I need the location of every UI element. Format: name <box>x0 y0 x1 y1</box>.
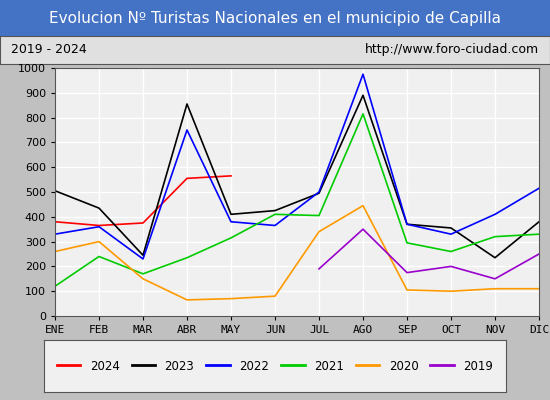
Text: http://www.foro-ciudad.com: http://www.foro-ciudad.com <box>365 44 539 56</box>
Legend: 2024, 2023, 2022, 2021, 2020, 2019: 2024, 2023, 2022, 2021, 2020, 2019 <box>52 355 498 377</box>
Text: Evolucion Nº Turistas Nacionales en el municipio de Capilla: Evolucion Nº Turistas Nacionales en el m… <box>49 10 501 26</box>
Text: 2019 - 2024: 2019 - 2024 <box>11 44 87 56</box>
